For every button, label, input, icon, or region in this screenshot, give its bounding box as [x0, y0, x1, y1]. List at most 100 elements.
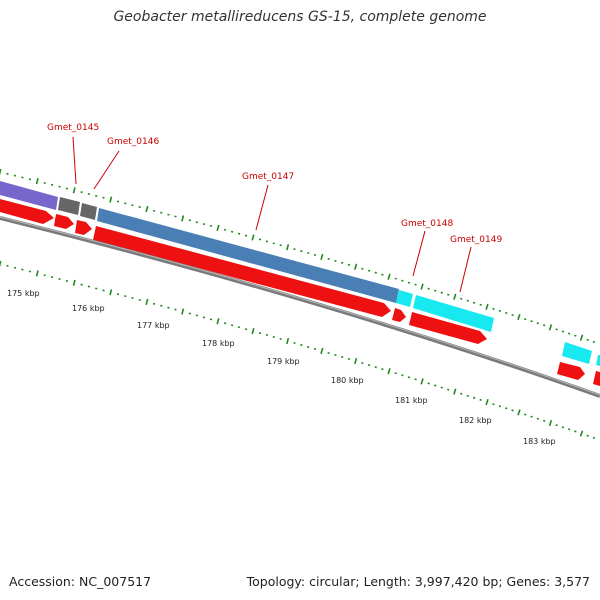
- accession-text: Accession: NC_007517: [9, 574, 152, 589]
- minor-tick: [361, 267, 364, 270]
- minor-tick: [367, 269, 371, 272]
- minor-tick: [498, 309, 502, 313]
- major-tick: [453, 293, 457, 300]
- genome-backbone: [0, 216, 600, 398]
- kbp-label: 176 kbp: [72, 304, 105, 313]
- cds-arrow[interactable]: [0, 199, 54, 224]
- gene-bar-purple[interactable]: [0, 181, 58, 210]
- minor-tick: [561, 330, 565, 333]
- minor-tick: [592, 436, 596, 439]
- major-tick: [251, 234, 255, 241]
- cds-arrow[interactable]: [409, 312, 487, 344]
- minor-tick: [466, 394, 469, 397]
- minor-tick: [160, 211, 163, 214]
- gene-bar-cyan-edge[interactable]: [596, 355, 600, 366]
- minor-tick: [555, 424, 558, 427]
- cds-arrow[interactable]: [392, 308, 406, 322]
- callout-line: [412, 230, 426, 277]
- major-tick: [216, 224, 220, 232]
- minor-tick: [237, 326, 241, 329]
- major-tick: [354, 357, 358, 365]
- minor-tick: [492, 307, 495, 310]
- minor-tick: [401, 374, 404, 377]
- minor-tick: [367, 364, 371, 367]
- cds-arrow[interactable]: [93, 226, 391, 317]
- major-tick: [0, 168, 2, 176]
- outer-tick-ring: [0, 168, 596, 344]
- cds-arrow[interactable]: [557, 362, 585, 380]
- minor-tick: [479, 398, 482, 402]
- major-tick: [216, 318, 220, 325]
- minor-tick: [361, 361, 364, 365]
- gene-bar-gmet-0149[interactable]: [413, 295, 494, 332]
- minor-tick: [427, 287, 430, 290]
- gene-label-gmet-0146[interactable]: Gmet_0146: [107, 137, 159, 147]
- minor-tick: [195, 314, 199, 317]
- gene-label-gmet-0145[interactable]: Gmet_0145: [47, 123, 99, 133]
- minor-tick: [407, 376, 411, 379]
- gene-label-gmet-0148[interactable]: Gmet_0148: [401, 219, 453, 229]
- major-tick: [354, 263, 358, 270]
- gene-label-gmet-0147[interactable]: Gmet_0147: [242, 172, 294, 182]
- minor-tick: [223, 322, 227, 325]
- minor-tick: [223, 228, 227, 231]
- kbp-label: 181 kbp: [395, 396, 428, 405]
- major-tick: [387, 273, 391, 280]
- minor-tick: [340, 261, 344, 264]
- kbp-label: 177 kbp: [137, 321, 170, 330]
- minor-tick: [472, 301, 476, 304]
- minor-tick: [434, 289, 437, 292]
- gene-bar-gmet-0145[interactable]: [58, 197, 80, 215]
- minor-tick: [374, 366, 377, 369]
- cds-arrow[interactable]: [54, 214, 74, 229]
- cds-arrows: [0, 199, 600, 386]
- major-tick: [109, 196, 113, 203]
- major-tick: [145, 205, 149, 213]
- callout-line: [255, 184, 269, 231]
- major-tick: [387, 368, 391, 375]
- major-tick: [517, 313, 521, 321]
- minor-tick: [472, 396, 476, 399]
- minor-tick: [542, 324, 546, 327]
- minor-tick: [195, 221, 199, 224]
- minor-tick: [300, 250, 303, 253]
- minor-tick: [530, 415, 533, 418]
- minor-tick: [440, 386, 443, 389]
- minor-tick: [466, 299, 469, 302]
- gene-bar-gmet-0146[interactable]: [80, 203, 97, 220]
- major-tick: [517, 409, 521, 416]
- gene-label-gmet-0149[interactable]: Gmet_0149: [450, 235, 502, 245]
- minor-tick: [300, 343, 303, 347]
- minor-tick: [414, 378, 417, 381]
- minor-tick: [414, 283, 417, 286]
- minor-tick: [561, 426, 565, 429]
- minor-tick: [401, 279, 404, 282]
- gene-callouts: Gmet_0145 Gmet_0146 Gmet_0147 Gmet_0148 …: [47, 123, 502, 293]
- minor-tick: [574, 334, 577, 337]
- major-tick: [145, 298, 149, 306]
- callout-line: [72, 136, 77, 185]
- gene-bar-gmet-0148[interactable]: [396, 290, 413, 307]
- minor-tick: [306, 345, 310, 349]
- major-tick: [72, 187, 76, 194]
- cds-arrow[interactable]: [75, 220, 92, 235]
- major-tick: [320, 347, 324, 355]
- minor-tick: [244, 328, 248, 331]
- minor-tick: [244, 234, 248, 237]
- major-tick: [485, 303, 489, 310]
- minor-tick: [511, 313, 514, 317]
- major-tick: [35, 178, 39, 185]
- gene-features: [0, 181, 600, 366]
- cds-arrow[interactable]: [593, 371, 600, 386]
- gene-bar-gmet-0147[interactable]: [97, 208, 399, 303]
- minor-tick: [447, 388, 450, 391]
- kbp-label: 179 kbp: [267, 357, 300, 366]
- major-tick: [251, 327, 255, 335]
- major-tick: [548, 419, 553, 427]
- minor-tick: [530, 320, 533, 323]
- minor-tick: [542, 419, 546, 422]
- kbp-label: 178 kbp: [202, 339, 235, 348]
- gene-bar-cyan-right[interactable]: [562, 342, 592, 364]
- major-tick: [35, 270, 39, 277]
